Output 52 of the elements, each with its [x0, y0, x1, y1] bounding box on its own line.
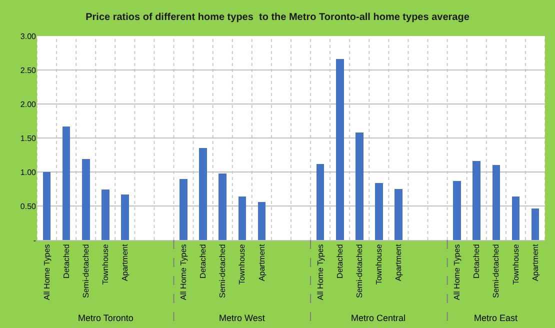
bar: [121, 194, 129, 240]
x-tick-label: Apartment: [530, 243, 540, 282]
bar: [199, 148, 207, 240]
bar: [472, 161, 481, 240]
bar: [238, 196, 246, 240]
y-tick-label: 2.50: [20, 66, 37, 75]
bar: [258, 202, 266, 240]
x-tick-label: Detached: [472, 244, 482, 278]
text: Metro Central: [351, 313, 406, 323]
bar: [492, 165, 500, 240]
x-tick-label: Apartment: [394, 243, 404, 282]
y-tick-label: -: [33, 236, 36, 245]
bar: [62, 126, 70, 240]
y-tick-label: 0.50: [20, 202, 37, 211]
x-tick-label: Detached: [335, 244, 344, 278]
y-tick-label: 3.00: [20, 32, 37, 41]
bar: [336, 59, 344, 240]
x-tick-label: Townhouse: [511, 244, 520, 285]
x-tick-label: Townhouse: [100, 244, 110, 285]
x-tick-label: Semi-detached: [354, 244, 364, 298]
y-tick-label: 2.00: [20, 100, 37, 109]
x-tick-label: Detached: [62, 244, 71, 278]
text: Metro East: [474, 313, 518, 323]
bar: [42, 172, 51, 240]
bar: [218, 173, 227, 240]
x-tick-label: Semi-detached: [218, 244, 228, 298]
x-tick-label: All Home Types: [42, 244, 52, 300]
bar: [394, 189, 402, 240]
bar: [531, 208, 540, 240]
y-tick-label: 1.00: [20, 168, 37, 177]
x-tick-label: Semi-detached: [492, 244, 501, 298]
chart-title: Price ratios of different home types to the Metro Toronto-all home types average: [86, 12, 470, 23]
x-tick-label: Detached: [198, 244, 208, 278]
bar: [316, 164, 324, 240]
bar: [375, 182, 383, 240]
x-tick-label: All Home Types: [179, 244, 188, 300]
x-tick-label: All Home Types: [316, 244, 325, 300]
bar: [512, 196, 520, 240]
bar: [180, 178, 188, 240]
bar: [355, 132, 364, 240]
bar: [82, 159, 90, 240]
y-tick-label: 1.50: [20, 134, 37, 143]
text: Metro West: [219, 313, 266, 323]
x-tick-label: All Home Types: [452, 244, 462, 300]
x-tick-label: Townhouse: [238, 244, 247, 285]
text: Metro Toronto: [78, 313, 134, 323]
x-tick-label: Apartment: [120, 243, 130, 282]
bar: [453, 180, 461, 240]
bar: [101, 190, 110, 240]
x-tick-label: Townhouse: [374, 244, 384, 285]
x-tick-label: Apartment: [257, 243, 266, 282]
x-tick-label: Semi-detached: [81, 244, 90, 298]
